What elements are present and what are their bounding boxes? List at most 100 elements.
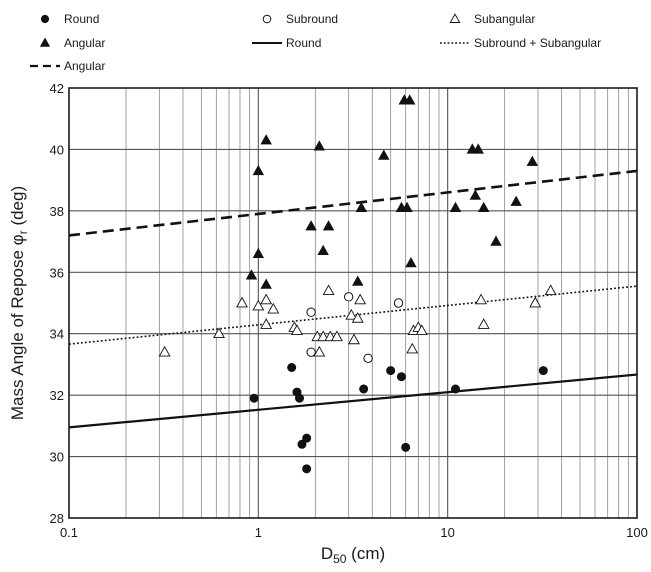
x-axis-label-main: D: [321, 544, 333, 563]
point-subangular: [291, 324, 303, 335]
point-round: [249, 393, 259, 403]
point-angular: [317, 244, 329, 255]
legend-item: Round: [252, 36, 321, 50]
y-tick-label: 38: [50, 204, 64, 219]
point-angular: [352, 275, 364, 286]
point-subround: [393, 298, 404, 308]
y-tick-label: 42: [50, 81, 64, 96]
fit-line-angular: [68, 169, 638, 237]
point-round: [359, 384, 369, 394]
legend-label: Angular: [64, 59, 105, 73]
legend-label: Subangular: [474, 12, 535, 26]
point-subangular: [213, 327, 225, 339]
point-subround: [306, 307, 316, 317]
y-axis-label-phi: φ: [8, 234, 27, 245]
point-angular: [355, 201, 368, 212]
point-angular: [260, 278, 272, 289]
point-subangular: [236, 296, 248, 308]
point-angular: [305, 220, 317, 231]
point-angular: [252, 164, 265, 176]
point-angular: [252, 247, 265, 259]
point-angular: [322, 220, 335, 231]
legend-item: Subangular: [449, 12, 535, 26]
legend-symbol-open-circle: [262, 14, 272, 24]
x-axis-label: D50 (cm): [321, 544, 385, 566]
point-round: [302, 433, 312, 443]
point-subangular: [322, 284, 335, 296]
legend: Round Subround Subangular Angular Round Subro…: [30, 12, 601, 73]
point-subangular: [267, 302, 280, 314]
point-subangular: [317, 330, 330, 342]
legend-label: Round: [286, 36, 321, 50]
point-angular: [401, 201, 413, 212]
point-subangular: [260, 318, 273, 329]
point-subangular: [529, 296, 542, 308]
data-points: [158, 94, 557, 474]
plot-frame: [68, 87, 638, 519]
legend-item: Round: [40, 12, 99, 26]
point-angular: [378, 149, 390, 160]
x-tick-label: 1: [255, 525, 262, 540]
y-tick-label: 30: [50, 450, 64, 465]
point-angular: [490, 235, 502, 246]
point-subround: [343, 292, 354, 302]
point-angular: [260, 134, 272, 145]
point-subangular: [351, 312, 364, 323]
x-tick-label: 100: [626, 525, 648, 540]
series-subangular: [158, 284, 557, 357]
point-subangular: [348, 333, 360, 345]
y-tick-label: 28: [50, 511, 64, 526]
x-tick-label: 0.1: [60, 525, 78, 540]
point-angular: [477, 201, 490, 212]
point-round: [451, 384, 461, 394]
legend-item: Subround + Subangular: [440, 36, 601, 50]
legend-item: Angular: [30, 59, 105, 73]
legend-symbol-open-triangle: [449, 13, 461, 23]
grid: [69, 88, 637, 518]
y-axis-label-unit: (deg): [8, 186, 27, 230]
point-subround: [306, 347, 316, 357]
point-subangular: [477, 318, 490, 329]
legend-label: Subround + Subangular: [474, 36, 601, 50]
y-tick-label: 40: [50, 142, 64, 157]
point-subangular: [415, 324, 428, 335]
point-round: [401, 442, 411, 452]
legend-symbol-filled-triangle: [39, 37, 51, 47]
legend-symbol-filled-circle: [40, 14, 50, 24]
y-axis-label-main: Mass Angle of Repose: [8, 245, 27, 420]
point-angular: [449, 201, 462, 212]
legend-item: Angular: [39, 36, 105, 50]
y-tick-label: 36: [50, 265, 64, 280]
point-subangular: [330, 330, 343, 342]
legend-label: Angular: [64, 36, 105, 50]
legend-label: Subround: [286, 12, 338, 26]
series-angular: [245, 94, 539, 289]
x-axis-label-subscript: 50: [333, 552, 347, 566]
point-angular: [245, 269, 258, 280]
point-angular: [313, 140, 326, 151]
point-round: [302, 464, 312, 474]
point-angular: [403, 94, 416, 105]
y-axis-label-subscript: r: [16, 230, 30, 234]
point-subangular: [406, 342, 419, 354]
x-tick-label: 10: [440, 525, 454, 540]
point-subangular: [345, 308, 358, 320]
point-round: [287, 362, 297, 372]
legend-item: Subround: [262, 12, 338, 26]
series-subround: [306, 292, 404, 363]
point-subangular: [252, 299, 265, 311]
point-round: [538, 366, 548, 376]
point-round: [396, 372, 406, 382]
point-subangular: [158, 345, 171, 357]
point-angular: [469, 189, 482, 200]
point-subangular: [260, 293, 273, 305]
y-tick-label: 32: [50, 388, 64, 403]
point-subangular: [544, 284, 557, 296]
point-angular: [472, 143, 484, 154]
legend-label: Round: [64, 12, 99, 26]
point-round: [386, 366, 396, 376]
x-axis-label-unit: (cm): [346, 544, 385, 563]
point-subround: [363, 353, 373, 363]
point-subangular: [354, 293, 367, 305]
